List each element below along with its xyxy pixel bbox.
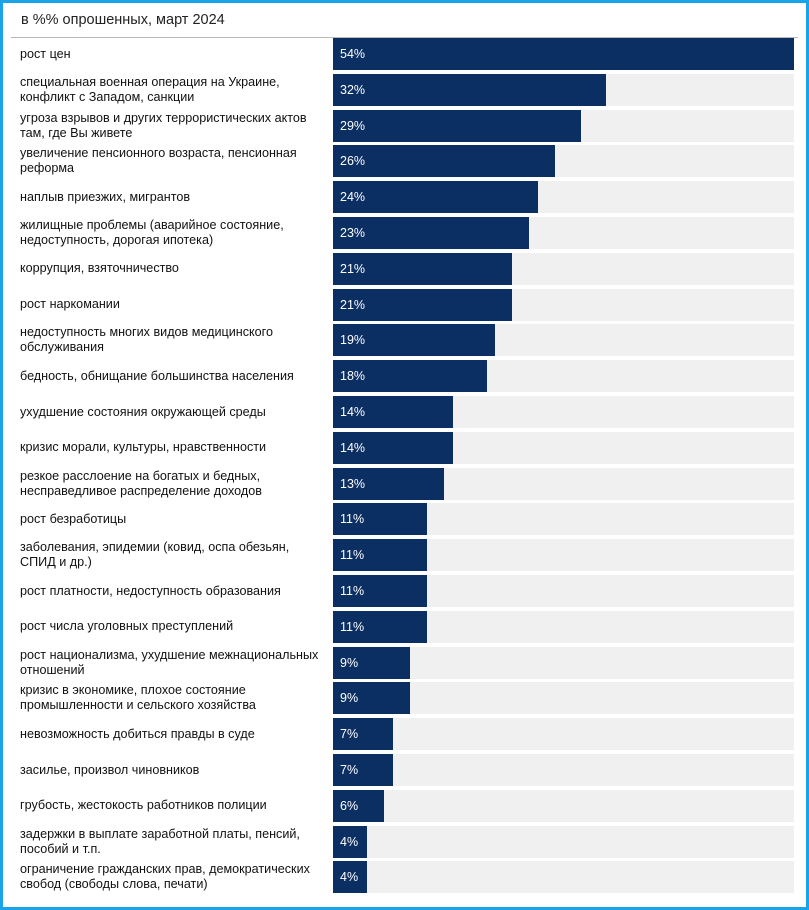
bar-track: 26% [333, 145, 794, 178]
bar-track: 54% [333, 38, 794, 70]
category-label: увеличение пенсионного возраста, пенсион… [20, 146, 297, 176]
value-label: 32% [340, 82, 366, 97]
value-label: 4% [340, 834, 359, 849]
category-label: наплыв приезжих, мигрантов [20, 189, 191, 204]
bar-track: 9% [333, 646, 794, 679]
bar-track: 23% [333, 217, 794, 249]
value-label: 23% [340, 226, 366, 240]
bar [333, 145, 555, 178]
bar-track: 18% [333, 360, 794, 393]
bar [333, 825, 368, 858]
value-label: 21% [340, 297, 366, 312]
bar-track: 19% [333, 324, 794, 357]
value-label: 9% [340, 655, 359, 670]
header-divider [11, 37, 798, 38]
bar-track: 11% [333, 503, 794, 536]
value-label: 19% [340, 333, 366, 348]
bar [333, 109, 581, 142]
category-label: кризис в экономике, плохое состояние про… [20, 683, 256, 713]
category-label: рост наркомании [20, 297, 120, 312]
bar [333, 431, 453, 464]
value-label: 24% [340, 190, 366, 205]
category-label: кризис морали, культуры, нравственности [20, 440, 267, 455]
value-label: 14% [340, 440, 366, 455]
category-label: специальная военная операция на Украине,… [20, 74, 280, 104]
category-label: ограничение гражданских прав, демократич… [20, 862, 310, 892]
bar [333, 861, 368, 894]
bar-track: 11% [333, 610, 794, 643]
bar-track: 14% [333, 396, 794, 428]
bar-track: 11% [333, 539, 794, 572]
value-label: 11% [340, 619, 365, 634]
value-label: 26% [340, 154, 366, 169]
value-label: 18% [340, 369, 366, 384]
bar [333, 396, 453, 428]
value-label: 11% [340, 548, 365, 563]
bar-track: 14% [333, 431, 794, 464]
bar [333, 360, 487, 393]
category-label: рост платности, недоступность образовани… [20, 583, 281, 598]
value-label: 21% [340, 261, 366, 276]
bar [333, 575, 427, 607]
category-label: жилищные проблемы (аварийное состояние, … [20, 218, 284, 247]
category-label: невозможность добиться правды в суде [20, 726, 255, 741]
bar [333, 610, 427, 643]
value-label: 6% [340, 798, 359, 813]
category-label: рост числа уголовных преступлений [20, 619, 234, 634]
bar-track: 21% [333, 288, 794, 321]
bar [333, 181, 538, 214]
value-label: 4% [340, 870, 359, 885]
bar-track: 21% [333, 252, 794, 285]
bar-track: 6% [333, 789, 794, 822]
category-label: заболевания, эпидемии (ковид, оспа обезь… [20, 540, 290, 570]
category-label: недоступность многих видов медицинского … [20, 325, 273, 355]
bar-track: 9% [333, 682, 794, 715]
bar-track: 29% [333, 109, 794, 142]
bar-track: 7% [333, 754, 794, 786]
bar [333, 646, 410, 679]
bar-track: 24% [333, 181, 794, 214]
category-label: рост безработицы [20, 511, 127, 526]
bar [333, 73, 607, 106]
category-label: засилье, произвол чиновников [20, 762, 200, 777]
bar-track: 4% [333, 825, 794, 858]
category-label: рост цен [20, 46, 71, 61]
bar [333, 38, 794, 70]
value-label: 54% [340, 47, 366, 61]
category-label: ухудшение состояния окружающей среды [20, 404, 266, 419]
category-label: коррупция, взяточничество [20, 261, 179, 276]
bar [333, 467, 444, 500]
bar [333, 252, 513, 285]
bar-track: 13% [333, 467, 794, 500]
category-label: грубость, жестокость работников полиции [20, 798, 267, 813]
bar [333, 682, 410, 715]
value-label: 7% [340, 763, 359, 777]
bar-track: 4% [333, 861, 794, 894]
category-label: рост национализма, ухудшение межнационал… [20, 647, 319, 677]
value-label: 14% [340, 405, 366, 419]
value-label: 13% [340, 476, 366, 491]
category-label: бедность, обнищание большинства населени… [20, 368, 294, 383]
bar [333, 789, 385, 822]
value-label: 29% [340, 118, 366, 133]
value-label: 11% [340, 584, 365, 598]
chart-subtitle: в %% опрошенных, март 2024 [21, 12, 225, 28]
bar [333, 288, 513, 321]
bar [333, 217, 530, 249]
category-label: задержки в выплате заработной платы, пен… [20, 826, 300, 856]
bar [333, 718, 393, 751]
value-label: 7% [340, 727, 359, 742]
bar [333, 503, 427, 536]
bar [333, 324, 496, 357]
category-label: резкое расслоение на богатых и бедных, н… [20, 468, 262, 498]
bar [333, 539, 427, 572]
category-label: угроза взрывов и других террористических… [20, 110, 307, 140]
value-label: 11% [340, 512, 365, 527]
bar-track: 32% [333, 73, 794, 106]
bar-track: 11% [333, 575, 794, 607]
value-label: 9% [340, 691, 359, 706]
bar-track: 7% [333, 718, 794, 751]
bar [333, 754, 393, 786]
